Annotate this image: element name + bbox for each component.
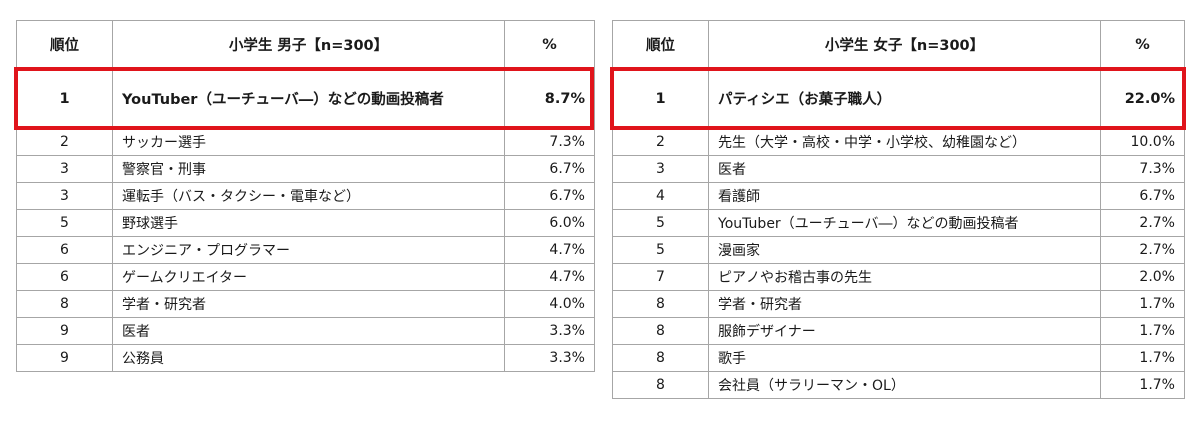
table-row: 2 先生（大学・高校・中学・小学校、幼稚園など） 10.0% bbox=[612, 128, 1185, 156]
occupation-cell: 学者・研究者 bbox=[708, 290, 1101, 318]
percent-cell: 1.7% bbox=[1100, 344, 1185, 372]
table-row: 5 野球選手 6.0% bbox=[16, 209, 595, 237]
occupation-cell: パティシエ（お菓子職人） bbox=[708, 68, 1101, 129]
rank-cell: 3 bbox=[16, 155, 113, 183]
girls-title-header: 小学生 女子【n=300】 bbox=[708, 20, 1101, 69]
table-row: 7 ピアノやお稽古事の先生 2.0% bbox=[612, 263, 1185, 291]
table-row: 8 会社員（サラリーマン・OL） 1.7% bbox=[612, 371, 1185, 399]
percent-cell: 6.7% bbox=[504, 155, 595, 183]
girls-ranking-table: 順位 小学生 女子【n=300】 % 1 パティシエ（お菓子職人） 22.0% 2 先生… bbox=[612, 20, 1185, 399]
percent-cell: 3.3% bbox=[504, 344, 595, 372]
table-row: 5 YouTuber（ユーチューバ―）などの動画投稿者 2.7% bbox=[612, 209, 1185, 237]
percent-cell: 22.0% bbox=[1100, 68, 1185, 129]
table-row: 8 学者・研究者 4.0% bbox=[16, 290, 595, 318]
rank-cell: 8 bbox=[16, 290, 113, 318]
occupation-cell: 歌手 bbox=[708, 344, 1101, 372]
occupation-cell: エンジニア・プログラマー bbox=[112, 236, 505, 264]
table-row: 9 公務員 3.3% bbox=[16, 344, 595, 372]
percent-cell: 1.7% bbox=[1100, 371, 1185, 399]
occupation-cell: 公務員 bbox=[112, 344, 505, 372]
table-row-top: 1 パティシエ（お菓子職人） 22.0% bbox=[612, 68, 1185, 129]
rank-cell: 7 bbox=[612, 263, 709, 291]
percent-cell: 4.7% bbox=[504, 236, 595, 264]
occupation-cell: 看護師 bbox=[708, 182, 1101, 210]
rank-cell: 9 bbox=[16, 317, 113, 345]
occupation-cell: 服飾デザイナー bbox=[708, 317, 1101, 345]
percent-cell: 8.7% bbox=[504, 68, 595, 129]
table-row: 5 漫画家 2.7% bbox=[612, 236, 1185, 264]
percent-cell: 2.7% bbox=[1100, 209, 1185, 237]
table-header-row: 順位 小学生 男子【n=300】 % bbox=[16, 20, 595, 69]
boys-ranking-table: 順位 小学生 男子【n=300】 % 1 YouTuber（ユーチューバ―）などの… bbox=[16, 20, 595, 372]
rank-cell: 6 bbox=[16, 236, 113, 264]
rank-cell: 9 bbox=[16, 344, 113, 372]
table-row: 6 ゲームクリエイター 4.7% bbox=[16, 263, 595, 291]
percent-cell: 6.7% bbox=[1100, 182, 1185, 210]
rank-cell: 4 bbox=[612, 182, 709, 210]
rank-cell: 2 bbox=[612, 128, 709, 156]
rank-cell: 2 bbox=[16, 128, 113, 156]
percent-cell: 2.7% bbox=[1100, 236, 1185, 264]
occupation-cell: YouTuber（ユーチューバ―）などの動画投稿者 bbox=[708, 209, 1101, 237]
table-row: 4 看護師 6.7% bbox=[612, 182, 1185, 210]
percent-cell: 6.0% bbox=[504, 209, 595, 237]
occupation-cell: ゲームクリエイター bbox=[112, 263, 505, 291]
table-row: 3 警察官・刑事 6.7% bbox=[16, 155, 595, 183]
rank-cell: 1 bbox=[612, 68, 709, 129]
percent-cell: 2.0% bbox=[1100, 263, 1185, 291]
boys-title-header: 小学生 男子【n=300】 bbox=[112, 20, 505, 69]
occupation-cell: 漫画家 bbox=[708, 236, 1101, 264]
table-row: 2 サッカー選手 7.3% bbox=[16, 128, 595, 156]
rank-cell: 8 bbox=[612, 290, 709, 318]
table-row-top: 1 YouTuber（ユーチューバ―）などの動画投稿者 8.7% bbox=[16, 68, 595, 129]
occupation-cell: 先生（大学・高校・中学・小学校、幼稚園など） bbox=[708, 128, 1101, 156]
percent-cell: 10.0% bbox=[1100, 128, 1185, 156]
rank-cell: 8 bbox=[612, 317, 709, 345]
table-header-row: 順位 小学生 女子【n=300】 % bbox=[612, 20, 1185, 69]
rank-cell: 3 bbox=[612, 155, 709, 183]
rank-cell: 3 bbox=[16, 182, 113, 210]
percent-cell: 7.3% bbox=[504, 128, 595, 156]
occupation-cell: ピアノやお稽古事の先生 bbox=[708, 263, 1101, 291]
percent-cell: 4.7% bbox=[504, 263, 595, 291]
occupation-cell: 警察官・刑事 bbox=[112, 155, 505, 183]
percent-cell: 3.3% bbox=[504, 317, 595, 345]
table-row: 3 医者 7.3% bbox=[612, 155, 1185, 183]
rank-header: 順位 bbox=[612, 20, 709, 69]
rank-cell: 6 bbox=[16, 263, 113, 291]
percent-cell: 4.0% bbox=[504, 290, 595, 318]
percent-cell: 7.3% bbox=[1100, 155, 1185, 183]
percent-header: % bbox=[1100, 20, 1185, 69]
table-row: 9 医者 3.3% bbox=[16, 317, 595, 345]
rank-cell: 5 bbox=[612, 236, 709, 264]
percent-header: % bbox=[504, 20, 595, 69]
occupation-cell: 野球選手 bbox=[112, 209, 505, 237]
table-row: 6 エンジニア・プログラマー 4.7% bbox=[16, 236, 595, 264]
occupation-cell: 医者 bbox=[708, 155, 1101, 183]
occupation-cell: 運転手（バス・タクシー・電車など） bbox=[112, 182, 505, 210]
table-row: 8 歌手 1.7% bbox=[612, 344, 1185, 372]
rank-cell: 8 bbox=[612, 371, 709, 399]
rank-cell: 5 bbox=[16, 209, 113, 237]
occupation-cell: 会社員（サラリーマン・OL） bbox=[708, 371, 1101, 399]
table-row: 8 学者・研究者 1.7% bbox=[612, 290, 1185, 318]
rank-cell: 1 bbox=[16, 68, 113, 129]
rank-header: 順位 bbox=[16, 20, 113, 69]
occupation-cell: 医者 bbox=[112, 317, 505, 345]
occupation-cell: サッカー選手 bbox=[112, 128, 505, 156]
rank-cell: 8 bbox=[612, 344, 709, 372]
percent-cell: 6.7% bbox=[504, 182, 595, 210]
table-row: 3 運転手（バス・タクシー・電車など） 6.7% bbox=[16, 182, 595, 210]
percent-cell: 1.7% bbox=[1100, 290, 1185, 318]
percent-cell: 1.7% bbox=[1100, 317, 1185, 345]
occupation-cell: 学者・研究者 bbox=[112, 290, 505, 318]
table-row: 8 服飾デザイナー 1.7% bbox=[612, 317, 1185, 345]
occupation-cell: YouTuber（ユーチューバ―）などの動画投稿者 bbox=[112, 68, 505, 129]
rank-cell: 5 bbox=[612, 209, 709, 237]
